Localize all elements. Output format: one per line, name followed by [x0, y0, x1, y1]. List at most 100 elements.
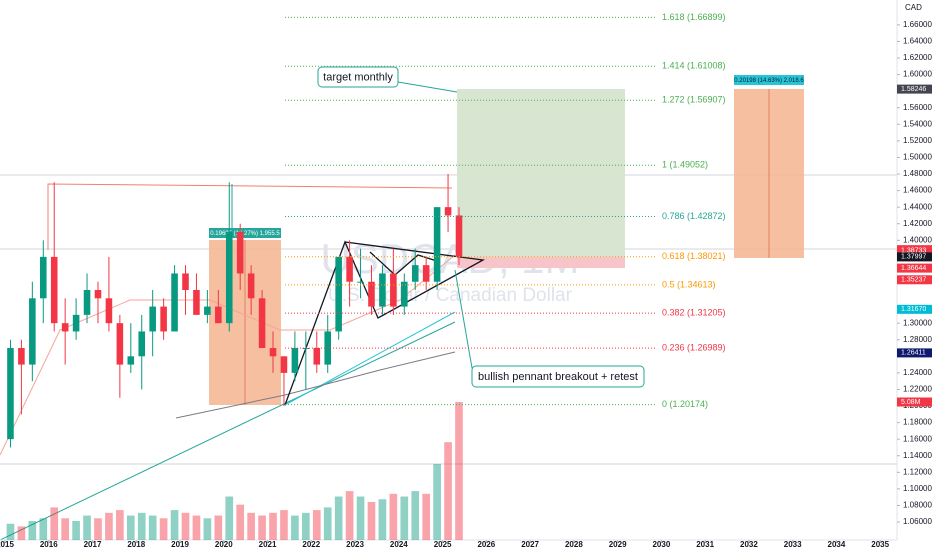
- candle-body: [411, 265, 419, 282]
- y-tick-label: 1.12000: [903, 467, 932, 476]
- fib-label: 0.236 (1.26989): [662, 342, 726, 352]
- x-tick-label: 2025: [434, 540, 452, 549]
- x-tick-label: 2016: [40, 540, 58, 549]
- y-tick-label: 1.18000: [903, 418, 932, 427]
- volume-bar: [6, 523, 15, 540]
- volume-bar: [236, 504, 245, 540]
- candle-body: [335, 256, 342, 332]
- volume-bar: [137, 512, 146, 540]
- x-tick-label: 2032: [740, 540, 758, 549]
- stop-zone: [457, 257, 625, 268]
- volume-bar: [39, 518, 48, 540]
- price-tag-label: 1.36644: [901, 265, 926, 272]
- volume-bar: [214, 515, 223, 540]
- volume-bar: [225, 496, 234, 540]
- volume-bar: [444, 442, 452, 540]
- volume-bar: [334, 496, 343, 540]
- price-tag: [897, 275, 932, 285]
- candle-body: [138, 331, 146, 357]
- x-tick-label: 2022: [302, 540, 320, 549]
- volume-bar: [269, 512, 277, 540]
- candle-body: [18, 348, 25, 365]
- volume-bar: [61, 518, 69, 540]
- fib-label: 0.786 (1.42872): [662, 211, 726, 221]
- candle-body: [236, 232, 244, 274]
- watermark-subtitle: U.S. Dollar / Canadian Dollar: [328, 285, 573, 306]
- y-tick-label: 1.40000: [903, 235, 932, 244]
- price-tag-label: 1.31670: [901, 306, 926, 313]
- candle-body: [127, 356, 135, 365]
- x-tick-label: 2024: [390, 540, 408, 549]
- callout-box: [471, 365, 645, 388]
- x-tick-label: 2028: [565, 540, 583, 549]
- volume-bar: [433, 463, 441, 540]
- y-tick-label: 1.66000: [903, 20, 932, 29]
- callout-line: [397, 81, 458, 93]
- measure-label-bg: [734, 75, 804, 85]
- candle-body: [50, 256, 58, 324]
- volume-bar: [83, 515, 91, 540]
- volume-bar: [28, 520, 37, 540]
- candle-body: [433, 207, 441, 282]
- x-tick-label: 2019: [171, 540, 189, 549]
- y-tick-label: 1.10000: [903, 484, 932, 493]
- candle-body: [302, 348, 310, 350]
- candle-body: [379, 273, 386, 307]
- y-tick-label: 1.06000: [903, 517, 932, 526]
- volume-bar: [356, 496, 365, 540]
- candle-body: [204, 306, 211, 315]
- volume-bar: [170, 510, 179, 540]
- x-tick-label: 2035: [871, 540, 889, 549]
- currency-label: CAD: [905, 3, 922, 12]
- candle-body: [39, 256, 47, 299]
- volume-bar: [367, 501, 376, 540]
- candle-body: [83, 290, 91, 315]
- volume-bar: [422, 493, 431, 540]
- y-tick-label: 1.42000: [903, 219, 932, 228]
- y-tick-label: 1.28000: [903, 335, 932, 344]
- volume-bar: [72, 520, 80, 540]
- volume-bar: [203, 518, 212, 540]
- target-zone: [457, 89, 625, 257]
- candle-body: [269, 348, 277, 357]
- trend-line: [0, 321, 456, 541]
- annotation: target monthly: [323, 71, 393, 83]
- price-tag-label: 1.26411: [901, 350, 926, 357]
- candle-body: [7, 348, 14, 440]
- volume-bar: [94, 518, 102, 540]
- volume-bar: [323, 507, 332, 540]
- volume-bar: [247, 512, 255, 540]
- y-tick-label: 1.60000: [903, 70, 932, 79]
- y-tick-label: 1.14000: [903, 451, 932, 460]
- candle-body: [247, 273, 255, 299]
- volume-bar: [312, 510, 321, 540]
- price-tag: [897, 252, 932, 262]
- price-tag-label: 1.37997: [901, 254, 926, 261]
- y-tick-label: 1.50000: [903, 153, 932, 162]
- annotation: bullish pennant breakout + retest: [478, 371, 638, 383]
- y-tick-label: 1.64000: [903, 37, 932, 46]
- y-tick-label: 1.30000: [903, 318, 932, 327]
- candle-body: [422, 265, 430, 282]
- y-tick-label: 1.54000: [903, 119, 932, 128]
- price-tag: [897, 84, 932, 94]
- candle-body: [105, 298, 113, 324]
- volume-bar: [389, 493, 398, 540]
- y-tick-label: 1.08000: [903, 501, 932, 510]
- price-tag: [897, 263, 932, 273]
- y-tick-label: 1.56000: [903, 103, 932, 112]
- price-tag-label: 1.38733: [901, 248, 926, 255]
- y-tick-label: 1.24000: [903, 368, 932, 377]
- x-tick-label: 2018: [127, 540, 145, 549]
- callout-box: [317, 66, 399, 88]
- candle-body: [258, 298, 266, 349]
- callout-line: [454, 269, 473, 369]
- candle-body: [291, 348, 299, 373]
- price-tag: [897, 348, 932, 358]
- measure-label: 0.20198 (14.63%) 2,018.6: [734, 78, 804, 84]
- y-tick-label: 1.48000: [903, 169, 932, 178]
- candle-body: [193, 290, 200, 315]
- x-tick-label: 2020: [215, 540, 233, 549]
- fib-label: 1.618 (1.66899): [662, 12, 726, 22]
- x-tick-label: 2029: [609, 540, 627, 549]
